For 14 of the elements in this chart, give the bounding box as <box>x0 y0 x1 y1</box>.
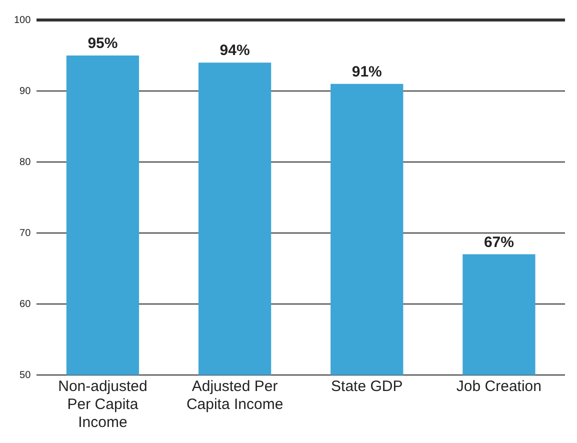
x-tick-label: State GDP <box>331 378 403 396</box>
y-tick-label: 60 <box>20 298 32 310</box>
data-label: 67% <box>484 234 514 251</box>
y-tick-label: 80 <box>20 156 32 168</box>
y-tick-label: 50 <box>20 370 32 381</box>
y-tick-label: 70 <box>20 228 32 239</box>
data-label: 91% <box>352 64 382 81</box>
data-label: 95% <box>88 35 118 52</box>
y-tick-label: 90 <box>20 86 32 97</box>
x-tick-label: Job Creation <box>456 378 542 396</box>
y-tick-label: 100 <box>14 14 32 26</box>
x-tick-label: Adjusted Per Capita Income <box>186 378 284 414</box>
data-label: 94% <box>220 42 250 60</box>
x-tick-label: Non-adjusted Per Capita Income <box>58 378 148 432</box>
